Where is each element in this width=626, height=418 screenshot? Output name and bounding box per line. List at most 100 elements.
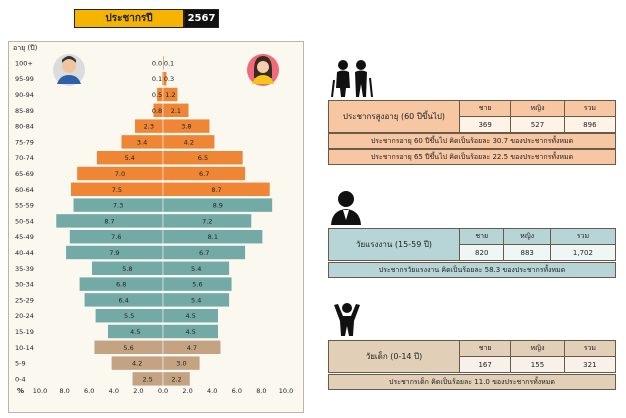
label-male: 2.3 [144, 123, 154, 131]
y-axis-label: อายุ (ปี) [13, 44, 38, 52]
age-category-label: 60-64 [15, 186, 34, 194]
male-avatar-icon [53, 54, 85, 86]
elder-total-value: 896 [563, 116, 617, 133]
bar-female [162, 229, 263, 244]
working-header-total: รวม [549, 228, 617, 245]
female-avatar-icon [247, 54, 279, 86]
label-female: 4.5 [186, 312, 196, 320]
x-tick-label: 8.0 [256, 387, 266, 395]
age-category-label: 25-29 [15, 296, 34, 304]
year-label: ประชากรปี [75, 10, 185, 27]
age-category-label: 50-54 [15, 217, 34, 225]
bar-female [162, 213, 252, 229]
label-female: 8.1 [208, 233, 218, 241]
x-tick-label: 2.0 [182, 387, 192, 395]
elder-table: ประชากรสูงอายุ (60 ปีขึ้นไป) ชาย หญิง รว… [328, 100, 617, 133]
label-female: 5.6 [192, 281, 202, 289]
label-male: 4.5 [130, 328, 140, 336]
age-category-label: 5-9 [15, 360, 26, 368]
label-female: 4.7 [187, 344, 197, 352]
elder-note-60: ประชากรอายุ 60 ปีขึ้นไป คิดเป็นร้อยละ 30… [328, 133, 616, 149]
label-male: 0.1 [152, 75, 162, 83]
age-category-label: 10-14 [15, 344, 34, 352]
label-male: 6.8 [116, 281, 126, 289]
label-female: 6.7 [199, 249, 209, 257]
year-header: ประชากรปี 2567 [74, 9, 219, 28]
label-male: 0.5 [152, 91, 162, 99]
child-title: วัยเด็ก (0-14 ปี) [328, 340, 460, 373]
elder-female-value: 527 [510, 116, 565, 133]
elder-header-female: หญิง [510, 100, 565, 117]
elderly-couple-icon [331, 60, 373, 98]
bar-female [162, 340, 222, 355]
bar-female [162, 276, 233, 292]
label-male: 7.5 [112, 186, 122, 194]
label-male: 0.8 [152, 107, 162, 115]
bar-female [162, 371, 191, 387]
label-male: 2.5 [142, 375, 152, 383]
label-male: 8.7 [104, 217, 114, 225]
bar-female [162, 134, 215, 150]
age-category-label: 95-99 [15, 75, 34, 83]
x-tick-label: 6.0 [232, 387, 242, 395]
working-total-value: 1,702 [549, 244, 617, 261]
label-female: 0.3 [164, 75, 174, 83]
label-female: 0.1 [164, 59, 174, 67]
bar-female [162, 261, 230, 276]
child-header-total: รวม [563, 340, 617, 357]
x-tick-label: 8.0 [59, 387, 69, 395]
child-female-value: 155 [510, 356, 565, 373]
bar-female [162, 87, 179, 102]
label-female: 3.8 [181, 123, 191, 131]
bar-female [162, 197, 273, 213]
working-female-value: 883 [503, 244, 551, 261]
elder-note-65: ประชากรอายุ 65 ปีขึ้นไป คิดเป็นร้อยละ 22… [328, 149, 616, 165]
age-category-label: 45-49 [15, 233, 34, 241]
age-category-label: 65-69 [15, 170, 34, 178]
child-header-male: ชาย [458, 340, 512, 357]
bar-female [162, 55, 165, 71]
age-category-label: 90-94 [15, 91, 34, 99]
label-male: 0.0 [152, 59, 162, 67]
age-category-label: 75-79 [15, 138, 34, 146]
label-female: 3.0 [176, 360, 186, 368]
age-category-label: 85-89 [15, 107, 34, 115]
label-male: 6.4 [118, 296, 128, 304]
x-tick-label: 10.0 [279, 387, 293, 395]
label-male: 5.5 [124, 312, 134, 320]
label-female: 5.4 [191, 296, 201, 304]
bar-female [162, 324, 219, 339]
age-category-label: 0-4 [15, 375, 26, 383]
age-category-label: 55-59 [15, 202, 34, 210]
label-female: 2.2 [171, 375, 181, 383]
label-female: 1.2 [165, 91, 175, 99]
bar-female [162, 103, 190, 118]
x-axis-label: % [17, 387, 24, 395]
x-tick-label: 6.0 [84, 387, 94, 395]
label-male: 4.2 [132, 360, 142, 368]
label-female: 4.2 [184, 138, 194, 146]
working-title: วัยแรงงาน (15-59 ปี) [328, 228, 460, 261]
age-category-label: 70-74 [15, 154, 34, 162]
label-female: 5.4 [191, 265, 201, 273]
year-value: 2567 [185, 10, 218, 27]
child-icon [334, 303, 360, 336]
elder-header-total: รวม [563, 100, 617, 117]
label-female: 6.5 [198, 154, 208, 162]
x-tick-label: 2.0 [133, 387, 143, 395]
label-male: 3.4 [137, 138, 147, 146]
age-category-label: 80-84 [15, 123, 34, 131]
child-header-female: หญิง [510, 340, 565, 357]
label-male: 5.6 [123, 344, 133, 352]
label-male: 7.3 [113, 202, 123, 210]
x-tick-label: 0.0 [158, 387, 168, 395]
bar-female [162, 118, 210, 134]
working-person-icon [331, 191, 361, 225]
age-category-label: 35-39 [15, 265, 34, 273]
working-male-value: 820 [458, 244, 505, 261]
x-tick-label: 10.0 [33, 387, 47, 395]
elder-header-male: ชาย [458, 100, 512, 117]
bar-female [162, 245, 246, 260]
child-male-value: 167 [458, 356, 512, 373]
